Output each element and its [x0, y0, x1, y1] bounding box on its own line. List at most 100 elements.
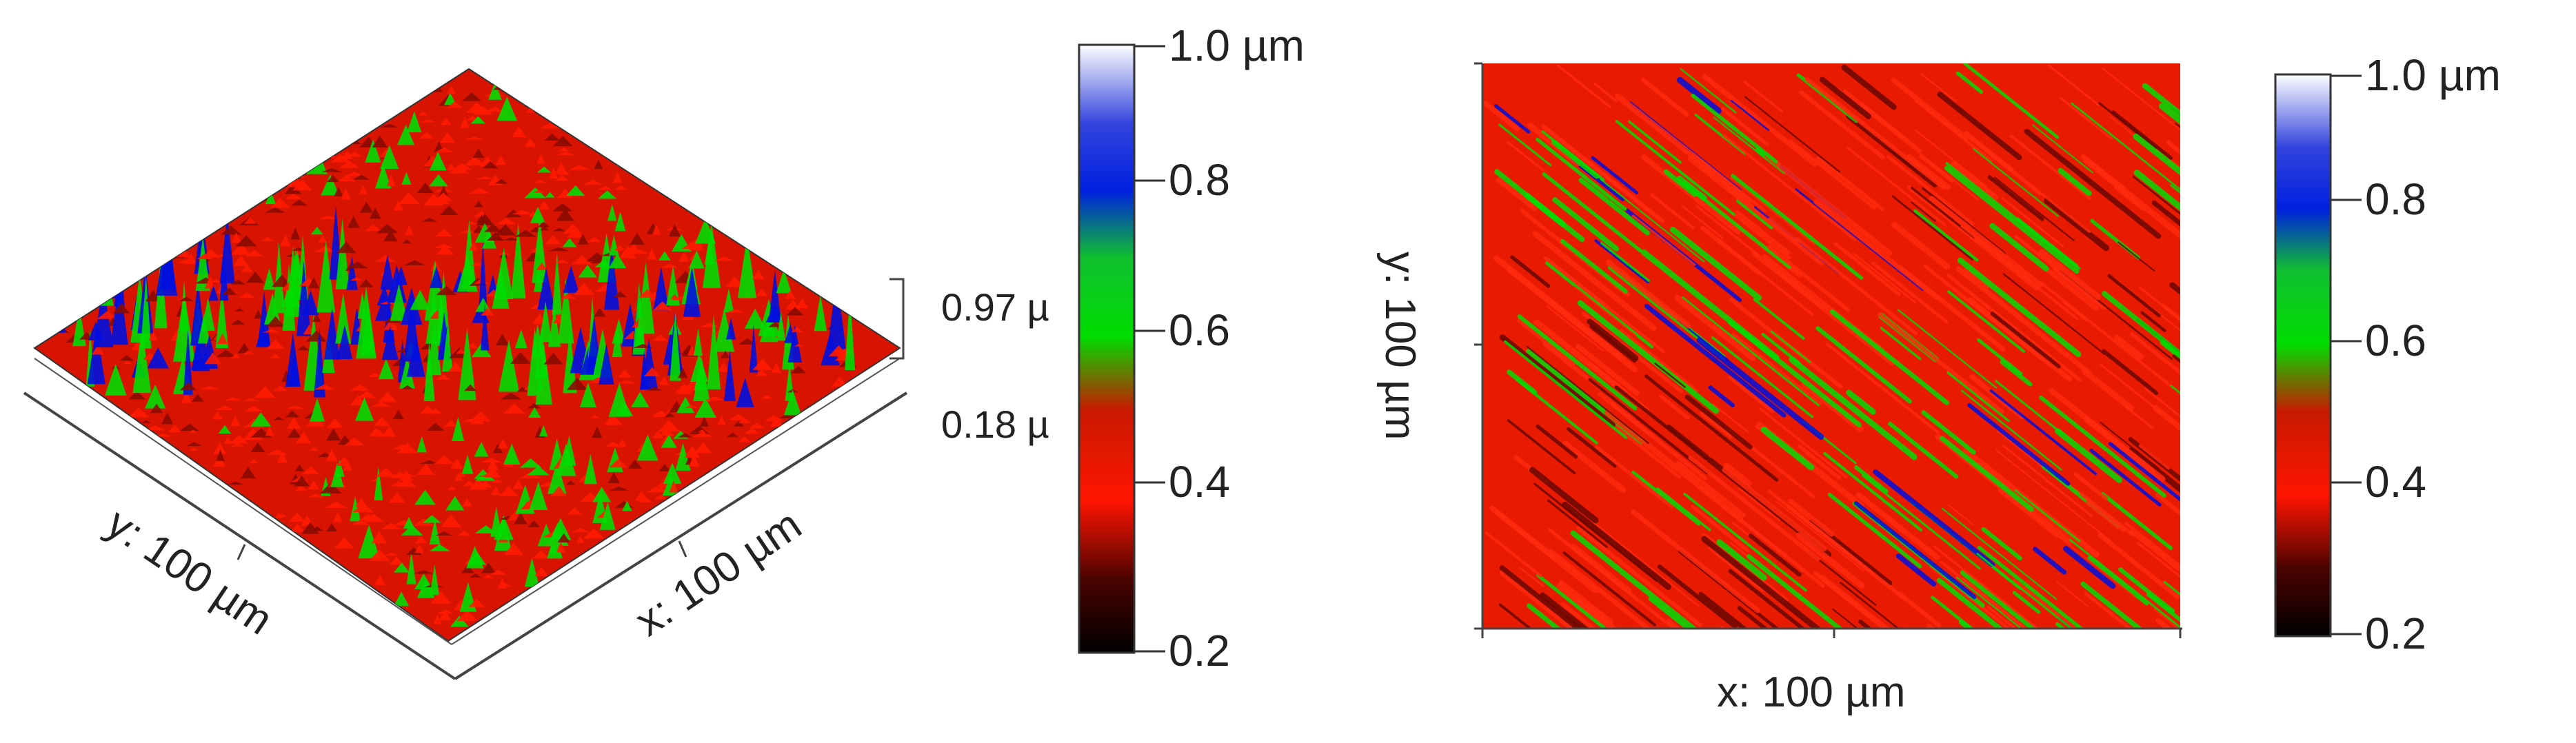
surface-peak	[505, 209, 522, 218]
surface-peak	[380, 254, 395, 290]
surface-peak	[549, 167, 559, 179]
surface-peak	[348, 151, 362, 157]
height-map-streak	[1931, 596, 1975, 629]
colorbar-right: 1.0 µm 0.8 0.6 0.4 0.2	[2274, 50, 2501, 658]
height-map-streak	[1536, 137, 1627, 211]
surface-peak	[347, 216, 360, 228]
surface-peak	[180, 423, 199, 431]
surface-peak	[495, 334, 510, 346]
surface-peak	[345, 172, 364, 176]
surface-peak	[607, 204, 617, 221]
height-map-streak	[1886, 154, 1975, 226]
height-map-streak	[1696, 337, 1824, 440]
surface-peak	[429, 519, 441, 544]
surface-peak	[497, 439, 508, 449]
surface-peak	[310, 226, 323, 235]
height-map-streak	[2153, 405, 2180, 431]
surface-peak	[655, 481, 670, 488]
surface-peak	[697, 429, 707, 433]
surface-peak	[487, 458, 499, 471]
surface-peak	[128, 390, 146, 400]
surface-peak	[487, 232, 504, 241]
height-map-streak	[1687, 156, 1824, 266]
height-map-streak	[1700, 486, 1788, 557]
surface-peak	[233, 255, 249, 267]
height-map-streak	[1789, 139, 1877, 210]
height-map-streak	[1795, 532, 1865, 589]
surface-peak	[523, 138, 536, 147]
surface-peak	[183, 329, 193, 395]
surface-peak	[729, 414, 748, 420]
surface-peak	[436, 609, 455, 614]
surface-peak	[630, 249, 650, 254]
height-map-streak	[1575, 343, 1640, 396]
height-map-streak	[1588, 378, 1709, 475]
height-map-streak	[1517, 317, 1577, 366]
surface-peak	[456, 610, 478, 621]
surface-peak	[622, 500, 632, 511]
height-map-streak	[2133, 133, 2180, 176]
surface-peak	[598, 185, 612, 190]
surface-peak	[445, 496, 465, 511]
height-map-streak	[2138, 444, 2171, 470]
height-map-streak	[1906, 185, 2039, 291]
surface-peak	[144, 425, 166, 431]
height-map-streak	[1804, 77, 1946, 190]
height-map-streak	[2000, 360, 2033, 387]
surface-peak	[293, 475, 310, 487]
surface-peak	[230, 434, 249, 444]
height-map-streak	[1628, 120, 1682, 164]
height-bracket	[889, 278, 905, 360]
surface-peak	[352, 519, 369, 525]
surface-peak	[294, 251, 303, 254]
surface-3d-x-axis-label: x: 100 µm	[627, 500, 809, 645]
colorbar-right-label: 0.4	[2365, 457, 2426, 507]
surface-peak	[689, 250, 705, 269]
height-map-streak	[1711, 403, 1749, 433]
surface-peak	[280, 234, 291, 247]
height-map-streak	[1557, 64, 1611, 108]
surface-peak	[278, 513, 288, 517]
height-map-streak	[1944, 165, 2080, 274]
height-map-streak	[1614, 385, 1708, 460]
colorbar-left-gradient	[1078, 43, 1136, 654]
height-map-streak	[1663, 169, 1698, 197]
surface-peak	[784, 290, 796, 299]
surface-peak	[469, 241, 479, 251]
height-map-streak	[1947, 290, 2026, 353]
height-map-streak	[1972, 147, 2059, 217]
height-map-y-axis-label: y: 100 µm	[1376, 252, 1424, 440]
height-map-streak	[1787, 498, 1835, 537]
height-map-streak	[1913, 209, 1979, 262]
surface-peak	[536, 166, 552, 173]
surface-peak	[550, 486, 567, 497]
height-map-streak	[1605, 259, 1691, 329]
height-map-streak	[1759, 407, 1848, 479]
height-map-streak	[2084, 591, 2133, 629]
height-map-streak	[1546, 305, 1604, 352]
surface-peak	[609, 486, 629, 491]
surface-peak	[704, 396, 726, 401]
surface-peak	[478, 241, 487, 312]
surface-peak	[123, 360, 132, 365]
surface-3d-edge-left-inner	[34, 358, 452, 645]
surface-peak	[605, 442, 621, 447]
surface-peak	[552, 136, 573, 147]
height-map-streak	[1698, 591, 1748, 629]
height-map-streak	[2073, 472, 2108, 500]
surface-peak	[583, 528, 605, 539]
height-map-streak	[1839, 581, 1900, 629]
surface-peak	[397, 477, 416, 487]
height-map-streak	[1631, 214, 1696, 266]
height-map-streak	[1976, 553, 2073, 629]
height-map-streak	[1560, 238, 1628, 294]
surface-peak	[381, 326, 399, 360]
surface-peak	[188, 429, 198, 433]
surface-peak	[469, 573, 482, 578]
height-map-streak	[1955, 266, 2091, 375]
height-map-streak	[1987, 175, 2044, 221]
surface-peak	[325, 449, 338, 462]
surface-peak	[359, 201, 374, 213]
height-map-streak	[1498, 123, 1552, 167]
height-map-streak	[1695, 205, 1760, 257]
